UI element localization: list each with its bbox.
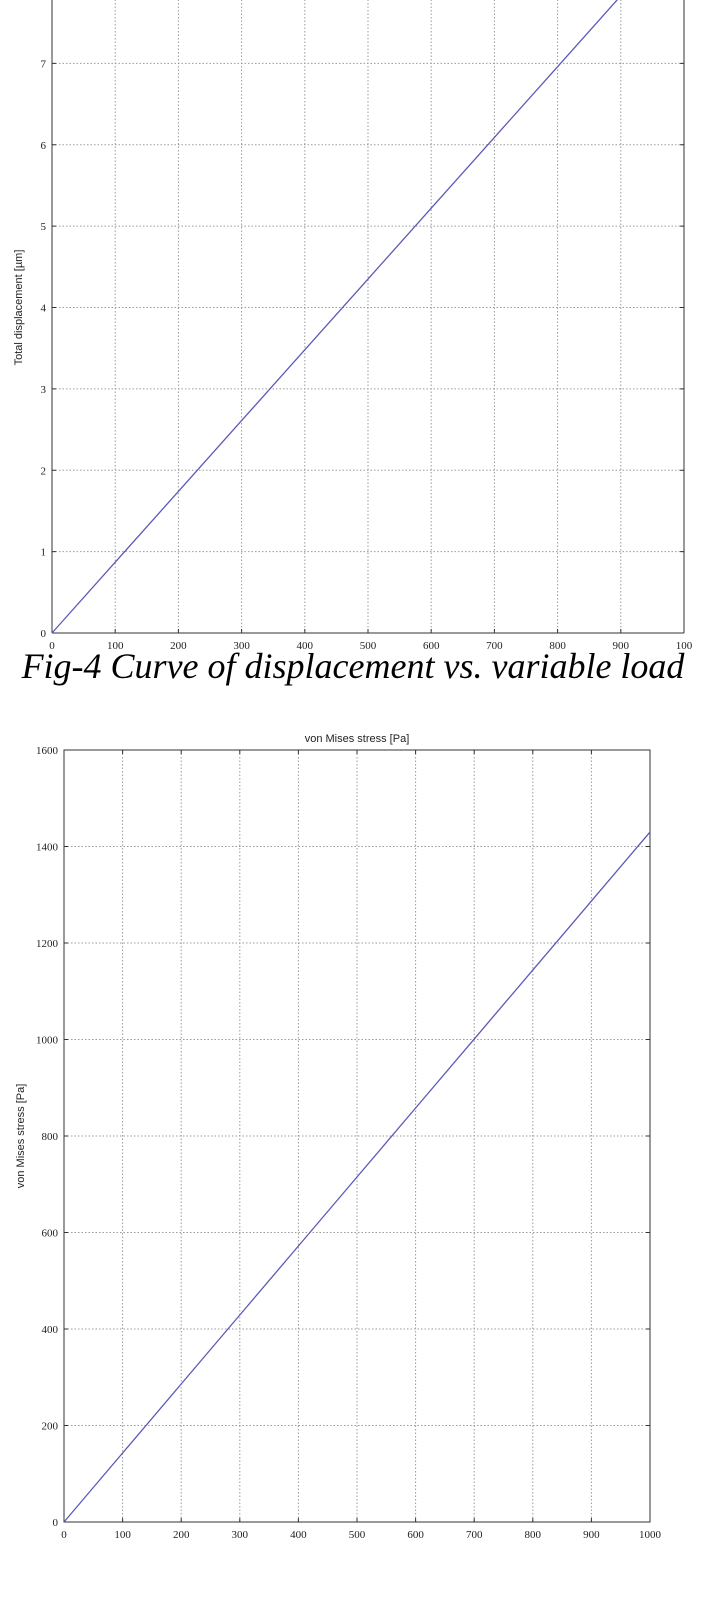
stress-chart: 0 100 200 300 400 500 600 700 800 900 1000 0 200 400 6…: [15, 733, 662, 1541]
series-line: [63, 831, 651, 1523]
y-tick-label: 0: [53, 1517, 59, 1529]
x-tick-label: 800: [525, 1529, 542, 1541]
x-tick-label: 400: [297, 640, 314, 650]
y-tick-label: 400: [42, 1324, 59, 1336]
x-tick-label: 200: [173, 1529, 190, 1541]
x-tick-label: 900: [583, 1529, 600, 1541]
y-tick-label: 1400: [36, 842, 59, 854]
displacement-chart: 010020030040050060070080090010001234567v…: [13, 0, 693, 650]
y-tick-label: 1600: [36, 745, 59, 757]
chart-title: von Mises stress [Pa]: [305, 733, 410, 745]
x-tick-label: 100: [676, 640, 693, 650]
figure-caption: Fig-4 Curve of displacement vs. variable…: [21, 646, 685, 686]
x-tick-label: 300: [232, 1529, 249, 1541]
y-tick-label: 200: [42, 1421, 59, 1433]
y-tick-label: 1: [41, 547, 47, 559]
y-tick-label: 3: [41, 384, 47, 396]
x-tick-label: 1000: [639, 1529, 662, 1541]
y-axis-label: von Mises stress [Pa]: [15, 1084, 27, 1189]
x-tick-label: 600: [423, 640, 440, 650]
grid: [52, 0, 684, 633]
y-tick-label: 5: [41, 221, 47, 233]
x-tick-label: 100: [114, 1529, 131, 1541]
x-tick-label: 700: [486, 640, 503, 650]
x-tick-label: 500: [360, 640, 377, 650]
x-tick-label: 600: [407, 1529, 424, 1541]
x-tick-label: 0: [49, 640, 55, 650]
x-tick-label: 300: [233, 640, 250, 650]
x-tick-label: 0: [61, 1529, 67, 1541]
y-tick-label: 1000: [36, 1035, 59, 1047]
x-tick-label: 500: [349, 1529, 366, 1541]
y-tick-label: 4: [41, 303, 47, 315]
x-tick-label: 700: [466, 1529, 483, 1541]
x-tick-label: 900: [613, 640, 630, 650]
y-tick-label: 6: [41, 140, 47, 152]
x-tick-label: 800: [549, 640, 566, 650]
y-tick-label: 600: [42, 1228, 59, 1240]
y-tick-label: 800: [42, 1131, 59, 1143]
y-tick-label: 7: [41, 58, 47, 70]
y-tick-label: 1200: [36, 938, 59, 950]
x-tick-label: 200: [170, 640, 187, 650]
x-tick-label: 400: [290, 1529, 307, 1541]
grid: [64, 750, 650, 1522]
y-axis-label: Total displacement [µm]: [13, 250, 25, 366]
series-line: [51, 0, 618, 634]
y-tick-label: 2: [41, 465, 47, 477]
x-tick-label: 100: [107, 640, 124, 650]
y-tick-label: 0: [41, 628, 47, 640]
